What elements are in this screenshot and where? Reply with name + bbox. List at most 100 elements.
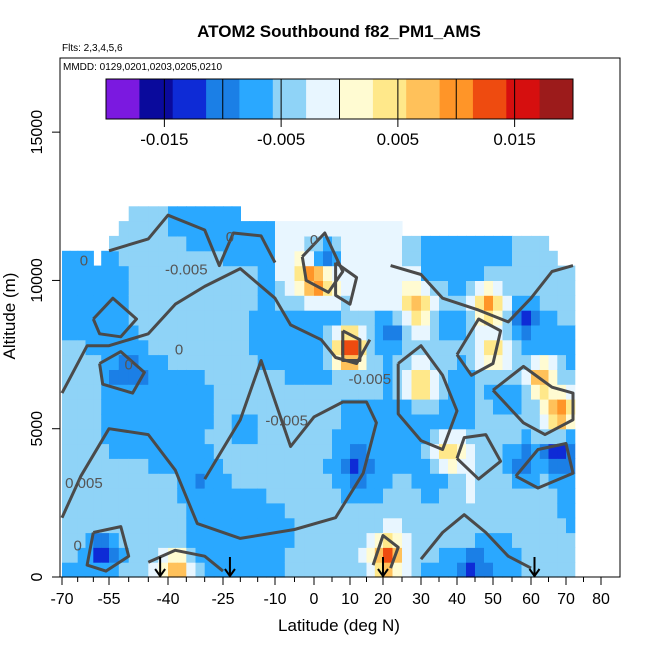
heatmap-cell (204, 443, 215, 459)
heatmap-cell (493, 473, 504, 489)
heatmap-cell (493, 428, 504, 445)
heatmap-cell (439, 532, 449, 548)
heatmap-cell (493, 458, 504, 474)
heatmap-cell (512, 458, 523, 474)
heatmap-cell (275, 339, 286, 356)
heatmap-cell (392, 473, 403, 489)
heatmap-cell (392, 250, 403, 267)
heatmap-cell (439, 458, 449, 474)
heatmap-cell (548, 280, 558, 296)
heatmap-cell (557, 428, 567, 445)
heatmap-cell (548, 413, 558, 430)
heatmap-cell (69, 295, 79, 311)
heatmap-cell (539, 532, 550, 548)
heatmap-cell (275, 354, 286, 370)
heatmap-cell (350, 399, 359, 415)
heatmap-cell (249, 265, 259, 281)
heatmap-cell (332, 413, 342, 430)
heatmap-cell (213, 280, 224, 296)
heatmap-cell (457, 473, 467, 489)
heatmap-cell (240, 280, 250, 296)
heatmap-cell (62, 250, 71, 267)
heatmap-cell (323, 235, 333, 252)
heatmap-cell (77, 369, 87, 385)
heatmap-cell (548, 339, 558, 356)
x-tick-label: 40 (448, 591, 466, 608)
heatmap-cell (204, 502, 215, 519)
heatmap-cell (204, 562, 215, 578)
heatmap-cell (350, 428, 359, 445)
heatmap-cell (411, 369, 422, 385)
heatmap-cell (128, 502, 140, 519)
flight-marker-arrowhead (528, 568, 541, 578)
colorbar-swatch (172, 79, 207, 119)
heatmap-cell (223, 310, 233, 326)
heatmap-cell (323, 562, 333, 578)
heatmap-cell (223, 428, 233, 445)
heatmap-cell (168, 324, 178, 341)
heatmap-cell (502, 354, 513, 370)
heatmap-cell (402, 428, 413, 445)
heatmap-cell (249, 502, 259, 519)
plot-frame (59, 57, 621, 578)
heatmap-cell (304, 532, 315, 548)
heatmap-cell (240, 562, 250, 578)
heatmap-cell (168, 295, 178, 311)
heatmap-cell (439, 488, 449, 504)
heatmap-cell (138, 443, 149, 459)
heatmap-cell (323, 280, 333, 296)
heatmap-cell (249, 250, 259, 267)
x-tick-label: 30 (412, 591, 430, 608)
heatmap-cell (109, 562, 120, 578)
heatmap-cell (314, 502, 324, 519)
heatmap-cell (77, 517, 87, 534)
heatmap-cell (168, 265, 178, 281)
heatmap-cell (341, 221, 351, 237)
heatmap-cell (249, 517, 259, 534)
heatmap-cell (557, 310, 567, 326)
heatmap-cell (430, 502, 440, 519)
heatmap-cell (284, 265, 296, 281)
heatmap-cell (439, 295, 449, 311)
heatmap-cell (350, 488, 359, 504)
heatmap-cell (231, 399, 241, 415)
heatmap-cell (421, 354, 431, 370)
heatmap-cell (213, 339, 224, 356)
heatmap-cell (566, 369, 576, 385)
heatmap-cell (213, 473, 224, 489)
heatmap-cell (223, 532, 233, 548)
heatmap-cell (266, 235, 276, 252)
heatmap-cell (249, 324, 259, 341)
heatmap-cell (257, 221, 267, 237)
heatmap-cell (109, 428, 120, 445)
heatmap-cell (69, 354, 79, 370)
heatmap-cell (85, 502, 94, 519)
heatmap-cell (158, 413, 169, 430)
heatmap-cell (195, 428, 206, 445)
heatmap-cell (85, 310, 94, 326)
heatmap-cell (512, 295, 523, 311)
heatmap-cell (69, 443, 79, 459)
heatmap-cell (411, 310, 422, 326)
heatmap-cell (223, 221, 233, 237)
heatmap-cell (266, 502, 276, 519)
heatmap-cell (109, 250, 120, 267)
heatmap-cell (186, 399, 197, 415)
heatmap-cell (177, 443, 187, 459)
heatmap-cell (101, 488, 110, 504)
heatmap-cell (195, 562, 206, 578)
heatmap-cell (148, 399, 159, 415)
heatmap-cell (128, 458, 140, 474)
contour-line (91, 296, 138, 339)
heatmap-cell (138, 250, 149, 267)
heatmap-cell (177, 369, 187, 385)
heatmap-cell (118, 295, 130, 311)
heatmap-cell (138, 547, 149, 563)
heatmap-cell (566, 339, 576, 356)
heatmap-cell (249, 354, 259, 370)
heatmap-cell (531, 339, 541, 356)
heatmap-cell (374, 458, 384, 474)
heatmap-cell (430, 265, 440, 281)
heatmap-cell (358, 235, 368, 252)
heatmap-cell (366, 250, 376, 267)
